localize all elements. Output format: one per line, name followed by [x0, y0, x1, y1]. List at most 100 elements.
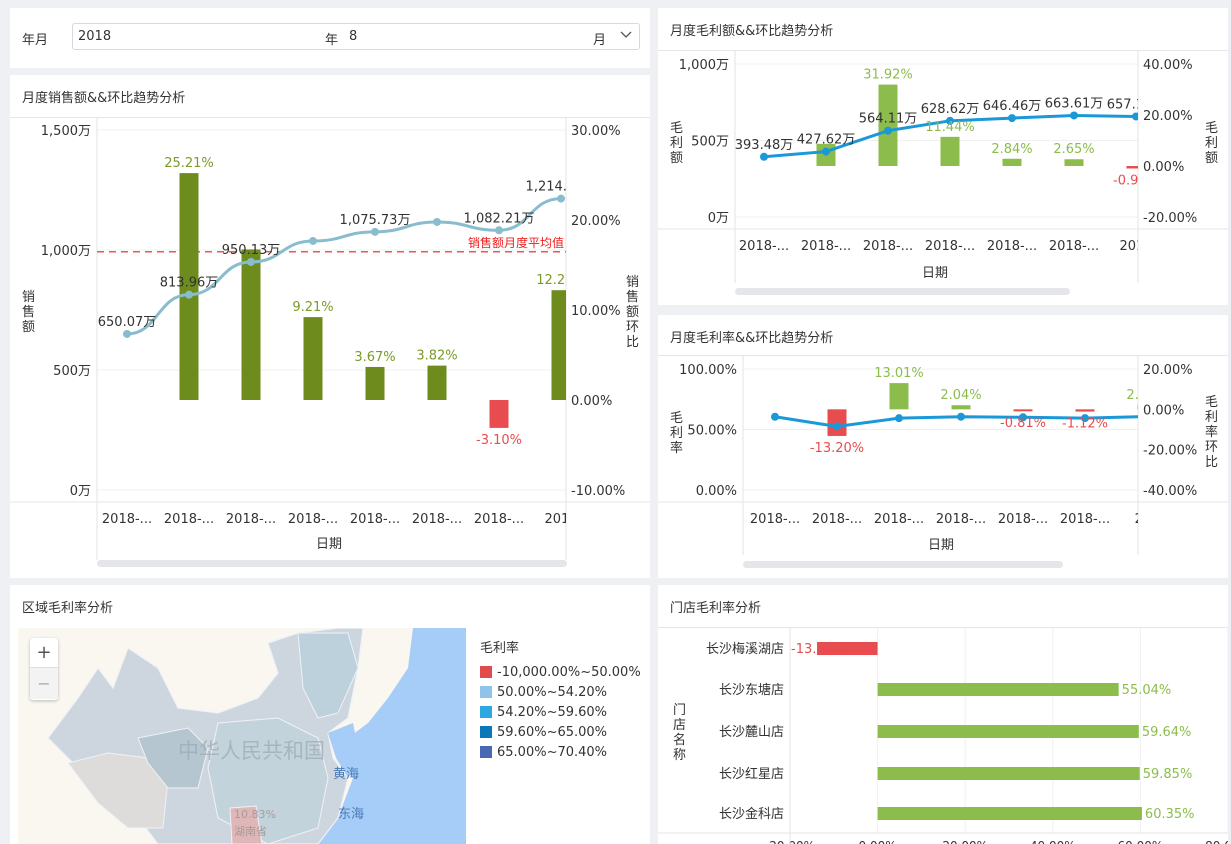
left-axis-tick: 500万: [53, 364, 91, 379]
x-axis-tick: 2018-...: [412, 512, 462, 527]
bar-value-label: 3.67%: [354, 350, 395, 365]
left-axis-title: 毛利额: [670, 121, 684, 166]
right-axis-tick: 20.00%: [1143, 109, 1193, 124]
line-value-label: 1,075.73万: [340, 213, 411, 228]
china-map[interactable]: 中华人民共和国 黄海 东海 10.83% 湖南省: [18, 628, 466, 844]
bar-value-label: -1.12%: [1062, 417, 1108, 432]
trend-point: [557, 194, 565, 203]
line-value-label: 646.46万: [983, 99, 1042, 114]
region-value-label: 10.83%: [234, 808, 276, 821]
horizontal-scrollbar[interactable]: [743, 561, 1063, 568]
right-axis-title: 毛利额: [1205, 121, 1219, 166]
store-bar[interactable]: [877, 767, 1140, 780]
month-value: 8: [349, 29, 358, 44]
line-value-label: 657.17万: [1107, 97, 1166, 112]
bar-value-label: -0.97%: [1113, 173, 1159, 188]
month-unit: 月: [593, 33, 607, 48]
year-month-select[interactable]: 2018 年 8 月: [72, 23, 640, 50]
trend-point: [123, 329, 131, 338]
right-axis-tick: -20.00%: [1143, 211, 1197, 226]
bar-value-label: 59.64%: [1142, 725, 1192, 740]
divider: [658, 627, 1228, 628]
region-map-panel: 区域毛利率分析 中华人民共和国 黄海 东海 10.83% 湖南省 + − 毛利率…: [10, 585, 650, 844]
legend-swatch: [480, 666, 492, 678]
x-axis-tick: 2018-...: [801, 239, 851, 254]
x-axis-tick: 20.00%: [942, 839, 988, 844]
x-axis-tick: 2018-...: [164, 512, 214, 527]
bar-value-label: -13.20%: [810, 441, 864, 456]
legend-item[interactable]: 59.60%~65.00%: [480, 722, 641, 742]
trend-point: [771, 412, 779, 421]
bar-value-label: 31.92%: [863, 68, 913, 83]
left-axis-tick: 1,500万: [41, 124, 91, 139]
bar-value-label: 59.85%: [1143, 767, 1193, 782]
x-axis-tick: 2018-...: [863, 239, 913, 254]
trend-point: [371, 227, 379, 236]
ratio-bar: [1013, 409, 1033, 412]
margin-rate-chart-panel: 月度毛利率&&环比趋势分析 0.00% 50.00% 100.00% -40.00% -…: [658, 315, 1228, 578]
store-bar[interactable]: [877, 683, 1119, 696]
x-axis-tick: 2018-...: [987, 239, 1037, 254]
panel-title: 门店毛利率分析: [670, 601, 762, 616]
store-bar[interactable]: [877, 807, 1142, 820]
bar-value-label: -13.83%: [791, 642, 845, 657]
store-margin-chart: -20.00%0.00%20.00%40.00%60.00%80.00%长沙梅溪…: [658, 628, 1228, 844]
zoom-in-button[interactable]: +: [30, 638, 58, 668]
trend-point: [495, 226, 503, 235]
line-value-label: 427.62万: [797, 133, 856, 148]
legend-item[interactable]: 65.00%~70.40%: [480, 742, 641, 762]
ratio-bar: [303, 317, 323, 400]
hunan-region[interactable]: [229, 805, 263, 844]
horizontal-scrollbar[interactable]: [735, 288, 1070, 295]
trend-point: [1070, 111, 1078, 120]
chevron-down-icon[interactable]: [619, 28, 633, 46]
ratio-bar: [427, 365, 447, 400]
divider: [658, 50, 1228, 51]
horizontal-scrollbar[interactable]: [97, 560, 567, 567]
bar-value-label: 3.82%: [416, 349, 457, 364]
ratio-bar: [940, 136, 960, 166]
x-axis-tick: 2018-...: [1049, 239, 1099, 254]
legend-label: 54.20%~59.60%: [497, 704, 608, 720]
bar-value-label: -3.10%: [476, 433, 522, 448]
map-view[interactable]: 中华人民共和国 黄海 东海 10.83% 湖南省 + −: [18, 628, 466, 844]
line-value-label: 564.11万: [859, 112, 918, 127]
left-axis-tick: 50.00%: [687, 424, 737, 439]
legend-item[interactable]: 50.00%~54.20%: [480, 682, 641, 702]
zoom-out-button[interactable]: −: [30, 668, 58, 699]
left-axis-tick: 500万: [691, 135, 729, 150]
ratio-bar: [1064, 159, 1084, 166]
x-axis-tick: 80.00%: [1205, 839, 1228, 844]
bar-value-label: 13.01%: [874, 366, 924, 381]
ratio-bar: [1075, 409, 1095, 412]
x-axis-tick: 60.00%: [1118, 839, 1164, 844]
trend-point: [1132, 112, 1138, 121]
store-margin-chart-panel: 门店毛利率分析 -20.00%0.00%20.00%40.00%60.00%80…: [658, 585, 1228, 844]
year-value: 2018: [78, 29, 112, 44]
x-axis-title: 日期: [922, 266, 949, 281]
right-axis-tick: -40.00%: [1143, 484, 1197, 499]
bar-value-label: 55.04%: [1122, 683, 1172, 698]
store-bar[interactable]: [817, 642, 878, 655]
right-axis-tick: 20.00%: [571, 214, 621, 229]
sales-chart-panel: 月度销售额&&环比趋势分析 0万 500万 1,000万 1,500万 -10.00% 0…: [10, 75, 650, 578]
x-axis-tick: 201: [1135, 512, 1160, 527]
line-value-label: 1,214.24万: [526, 180, 597, 195]
panel-title: 月度毛利额&&环比趋势分析: [670, 24, 834, 39]
legend-swatch: [480, 726, 492, 738]
trend-point: [1081, 414, 1089, 423]
x-axis-tick: 2018-...: [1060, 512, 1110, 527]
legend-swatch: [480, 686, 492, 698]
bar-value-label: -0.81%: [1000, 416, 1046, 431]
line-value-label: 650.07万: [98, 315, 157, 330]
filter-label: 年月: [22, 33, 49, 48]
x-axis-tick: 2018-...: [750, 512, 800, 527]
right-axis-tick: 0.00%: [1143, 160, 1184, 175]
year-unit: 年: [325, 33, 339, 48]
bar-value-label: 2.65%: [1053, 142, 1094, 157]
legend-item[interactable]: 54.20%~59.60%: [480, 702, 641, 722]
panel-title: 区域毛利率分析: [22, 601, 114, 616]
trend-point: [309, 236, 317, 245]
legend-item[interactable]: -10,000.00%~50.00%: [480, 662, 641, 682]
store-bar[interactable]: [877, 725, 1139, 738]
